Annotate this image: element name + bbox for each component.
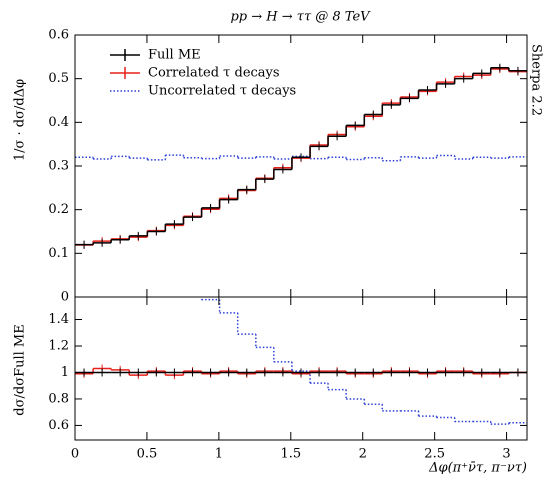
x-tick-label: 3: [502, 447, 510, 462]
plot-area: [75, 64, 527, 249]
legend-label: Full ME: [148, 48, 201, 63]
legend-label: Uncorrelated τ decays: [148, 84, 296, 99]
y-tick-label: 0.4: [48, 115, 69, 130]
y-tick-label: 0.1: [48, 246, 69, 261]
frame: [75, 35, 527, 297]
y-tick-label: 0.8: [48, 391, 69, 406]
y-tick-label: 0.2: [48, 202, 69, 217]
x-tick-label: 1.5: [280, 447, 301, 462]
y-tick-label: 0.6: [48, 418, 69, 433]
x-tick-label: 1: [215, 447, 223, 462]
y-axis-label: 1/σ · dσ/dΔφ: [13, 79, 28, 161]
chart-title: pp → H → ττ @ 8 TeV: [230, 10, 371, 25]
y-tick-label: 1.4: [48, 312, 69, 327]
y-tick-label: 0.5: [48, 71, 69, 86]
legend-label: Correlated τ decays: [148, 66, 280, 81]
annotation: Sherpa 2.2: [529, 44, 543, 116]
y-axis-label: dσ/dσFull ME: [13, 324, 28, 415]
y-tick-label: 1.2: [48, 338, 69, 353]
x-axis-label: Δφ(π⁺ν̄τ, π⁻ντ): [428, 461, 527, 476]
plot-area: [75, 151, 527, 424]
y-tick-label: 0.3: [48, 159, 69, 174]
y-tick-label: 0: [61, 290, 69, 305]
x-tick-label: 0.5: [137, 447, 158, 462]
x-tick-label: 2.5: [424, 447, 445, 462]
y-tick-label: 0.6: [48, 28, 69, 43]
x-tick-label: 2: [359, 447, 367, 462]
x-tick-label: 0: [71, 447, 79, 462]
y-tick-label: 1: [61, 365, 69, 380]
